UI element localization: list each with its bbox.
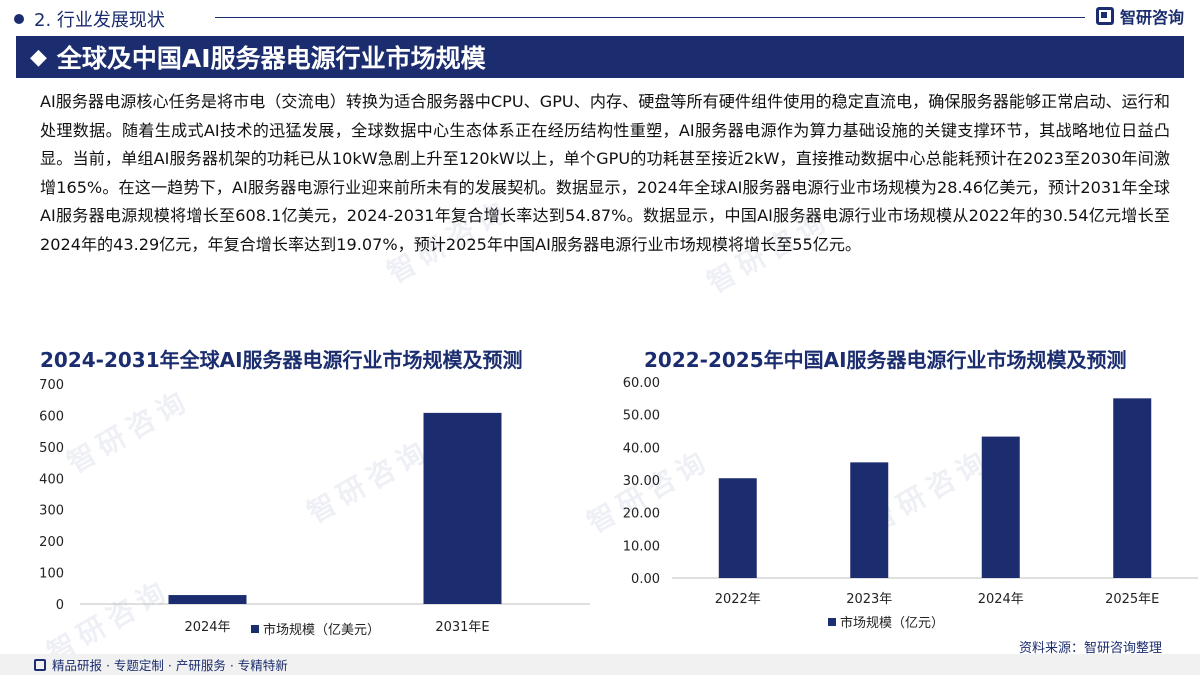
- footer-logo-icon: [34, 658, 46, 671]
- source-note: 资料来源：智研咨询整理: [1018, 641, 1162, 656]
- y-tick-label: 30.00: [623, 474, 660, 489]
- x-tick-label: 2024年: [978, 592, 1024, 607]
- footer-bar: 精品研报 · 专题定制 · 产研服务 · 专精特新: [0, 654, 1200, 675]
- bar: [718, 478, 757, 578]
- legend-label: 市场规模（亿元）: [840, 615, 944, 631]
- china-chart-title: 2022-2025年中国AI服务器电源行业市场规模及预测: [644, 348, 1127, 372]
- global-chart-title: 2024-2031年全球AI服务器电源行业市场规模及预测: [40, 348, 523, 372]
- china-market-chart: 0.00 10.00 20.00 30.00 40.00 50.00 60.00 2022年 2…: [623, 376, 1198, 631]
- y-tick-label: 20.00: [623, 507, 660, 522]
- section-dot-icon: [14, 14, 24, 24]
- brand-name: 智研咨询: [1119, 8, 1184, 27]
- x-tick-label: 2025年E: [1105, 592, 1159, 607]
- y-tick-label: 300: [39, 504, 64, 519]
- y-tick-label: 600: [39, 409, 64, 424]
- y-tick-label: 100: [39, 567, 64, 582]
- bar: [168, 595, 247, 604]
- title-bar: ◆ 全球及中国AI服务器电源行业市场规模: [16, 36, 1184, 78]
- intro-paragraph: AI服务器电源核心任务是将市电（交流电）转换为适合服务器中CPU、GPU、内存、…: [40, 92, 1170, 254]
- legend-swatch: [828, 618, 836, 626]
- bar: [1113, 398, 1152, 578]
- y-tick-label: 0.00: [631, 572, 660, 587]
- brand-logo: 智研咨询: [1095, 4, 1184, 28]
- y-tick-label: 10.00: [623, 539, 660, 554]
- bar: [423, 412, 502, 604]
- footer-services: 精品研报 · 专题定制 · 产研服务 · 专精特新: [52, 658, 288, 673]
- legend-label: 市场规模（亿美元）: [263, 622, 380, 638]
- x-tick-label: 2024年: [184, 620, 230, 635]
- y-tick-label: 60.00: [623, 376, 660, 391]
- y-tick-label: 0: [56, 598, 64, 613]
- x-tick-label: 2031年E: [435, 620, 489, 635]
- section-label: 2. 行业发展现状: [34, 10, 165, 31]
- y-tick-label: 700: [39, 378, 64, 393]
- y-tick-label: 400: [39, 472, 64, 487]
- y-tick-label: 40.00: [623, 441, 660, 456]
- x-tick-label: 2023年: [846, 592, 892, 607]
- legend-swatch: [251, 625, 259, 633]
- bar: [981, 436, 1020, 578]
- brand-logo-icon: [1095, 7, 1114, 25]
- diamond-icon: ◆: [30, 44, 47, 70]
- y-tick-label: 50.00: [623, 409, 660, 424]
- y-tick-label: 200: [39, 535, 64, 550]
- section-header: 2. 行业发展现状: [14, 6, 165, 32]
- page-title: 全球及中国AI服务器电源行业市场规模: [56, 44, 486, 73]
- bar: [850, 462, 889, 578]
- y-tick-label: 500: [39, 441, 64, 456]
- global-market-chart: 0 100 200 300 400 500 600 700 2024年 2031年E 市场规模（亿美…: [39, 378, 590, 638]
- x-tick-label: 2022年: [715, 592, 761, 607]
- header-divider: [215, 17, 1085, 18]
